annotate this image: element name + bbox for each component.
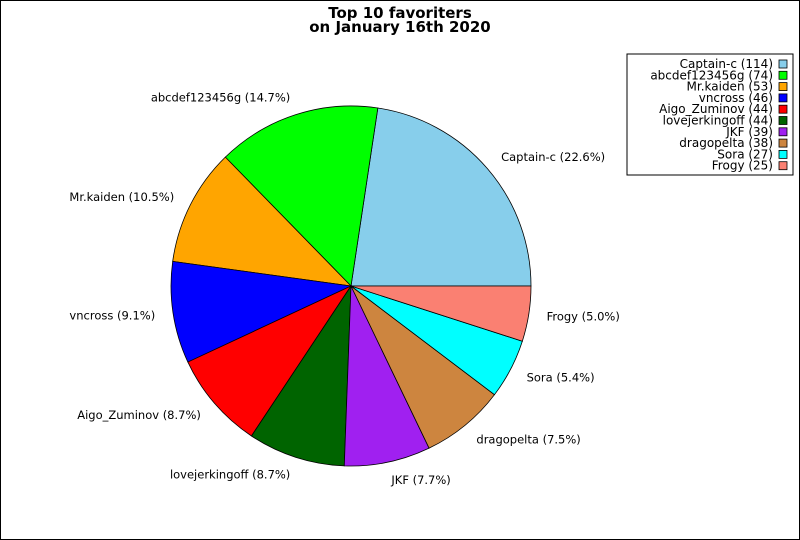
legend: Captain-c (114)abcdef123456g (74)Mr.kaid… [626,53,794,176]
legend-swatch [778,127,788,137]
chart-title-line-2: on January 16th 2020 [309,18,490,36]
slice-label: Captain-c (22.6%) [501,150,605,164]
legend-entry-label: dragopelta (38) [679,136,773,150]
legend-entry-label: lovejerkingoff (44) [663,114,773,128]
legend-swatch [778,70,788,80]
slice-label: Aigo_Zuminov (8.7%) [77,408,201,422]
pie-slice-aigo-zuminov [187,285,353,437]
slice-labels: Captain-c (22.6%) abcdef123456g (14.7%) Mr… [69,91,619,487]
pie-slice-abcdef123456g [224,105,379,287]
legend-entry-label: Mr.kaiden (53) [687,80,773,94]
legend-entry-label: Frogy (25) [712,159,773,173]
legend-entry-label: abcdef123456g (74) [650,68,773,82]
legend-swatch [778,138,788,148]
legend-swatch [778,161,788,171]
slice-label: Sora (5.4%) [527,370,595,384]
pie-slice-vncross [170,260,353,363]
slice-label: vncross (9.1%) [69,309,155,323]
legend-entry-label: Captain-c (114) [680,57,773,71]
legend-entry-label: JKF (39) [725,125,773,139]
legend-swatch [778,93,788,103]
legend-box [626,53,794,176]
chart-title: Top 10 favoriters on January 16th 2020 [309,4,490,36]
legend-swatch [778,82,788,91]
pie-slice-captain-c [350,107,532,287]
pie-slice-mr-kaiden [172,156,353,287]
pie-slice-frogy [350,285,532,342]
slice-label: Mr.kaiden (10.5%) [69,190,174,204]
legend-swatch [778,116,788,125]
slice-label: dragopelta (7.5%) [476,432,580,446]
slice-label: abcdef123456g (14.7%) [151,91,290,105]
legend-entry-label: Sora (27) [717,147,773,161]
legend-swatch [778,149,788,159]
slice-label: lovejerkingoff (8.7%) [170,468,290,482]
slice-label: JKF (7.7%) [390,473,450,487]
legend-swatch [778,59,788,69]
legend-entry-label: Aigo_Zuminov (44) [659,102,773,116]
pie-slices [170,105,532,467]
pie-slice-lovejerkingoff [250,284,352,467]
legend-swatch [778,104,788,114]
legend-entry-label: vncross (46) [699,91,773,105]
slice-label: Frogy (5.0%) [547,310,620,324]
chart-title-line-1: Top 10 favoriters [328,4,472,22]
